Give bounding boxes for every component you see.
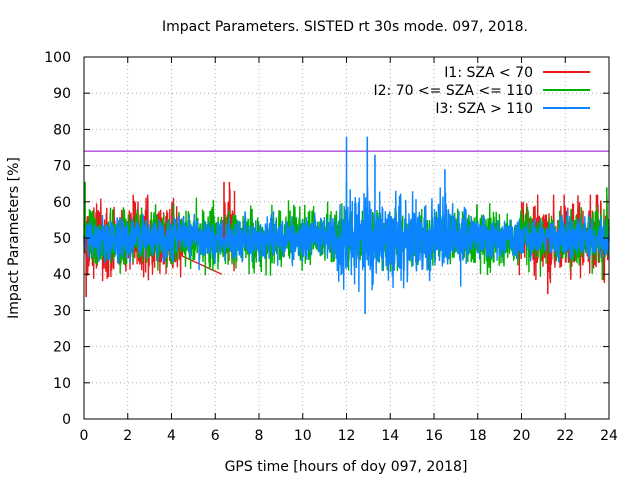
x-tick-label: 0 xyxy=(80,428,89,444)
x-tick-label: 16 xyxy=(425,428,443,444)
x-axis-label: GPS time [hours of doy 097, 2018] xyxy=(225,459,468,475)
x-tick-label: 4 xyxy=(167,428,176,444)
y-tick-label: 90 xyxy=(53,86,71,102)
y-tick-label: 60 xyxy=(53,195,71,211)
x-tick-label: 2 xyxy=(123,428,132,444)
legend-label: I2: 70 <= SZA <= 110 xyxy=(373,83,533,99)
y-tick-label: 20 xyxy=(53,340,71,356)
series-connector xyxy=(182,255,223,275)
y-tick-label: 40 xyxy=(53,267,71,283)
legend-label: I3: SZA > 110 xyxy=(435,101,533,117)
x-tick-label: 22 xyxy=(556,428,574,444)
y-axis-label: Impact Parameters [%] xyxy=(6,157,22,319)
legend-label: I1: SZA < 70 xyxy=(444,65,533,81)
x-tick-label: 18 xyxy=(469,428,487,444)
x-tick-label: 20 xyxy=(513,428,531,444)
chart-title: Impact Parameters. SISTED rt 30s mode. 0… xyxy=(162,19,528,35)
x-tick-label: 6 xyxy=(211,428,220,444)
y-tick-label: 0 xyxy=(62,412,71,428)
series-3 xyxy=(83,136,610,292)
y-tick-label: 50 xyxy=(53,231,71,247)
x-tick-label: 24 xyxy=(600,428,618,444)
x-tick-label: 10 xyxy=(294,428,312,444)
y-tick-label: 100 xyxy=(44,50,71,66)
series-layer xyxy=(83,136,610,315)
y-tick-label: 80 xyxy=(53,122,71,138)
y-tick-label: 30 xyxy=(53,303,71,319)
x-tick-label: 8 xyxy=(255,428,264,444)
x-tick-label: 12 xyxy=(338,428,356,444)
y-tick-label: 70 xyxy=(53,159,71,175)
axis-ticks: 0 2 4 6 8 10 12 14 16 18 20 22 240102030405060708090… xyxy=(44,50,618,444)
y-tick-label: 10 xyxy=(53,376,71,392)
legend: I1: SZA < 70 I2: 70 <= SZA <= 110 I3: SZA … xyxy=(373,65,590,117)
x-tick-label: 14 xyxy=(381,428,399,444)
